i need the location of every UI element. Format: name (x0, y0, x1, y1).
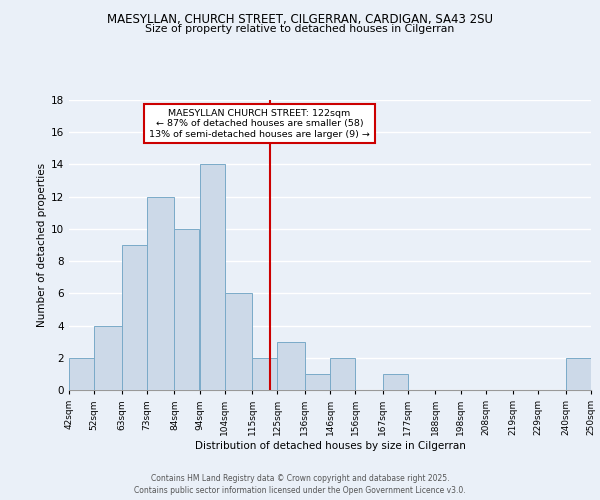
Y-axis label: Number of detached properties: Number of detached properties (37, 163, 47, 327)
Bar (147, 196, 175, 390)
Bar (94, 326, 122, 390)
Bar (69, 358, 94, 390)
Text: MAESYLLAN, CHURCH STREET, CILGERRAN, CARDIGAN, SA43 2SU: MAESYLLAN, CHURCH STREET, CILGERRAN, CAR… (107, 12, 493, 26)
Bar (175, 229, 199, 390)
Bar (277, 342, 305, 390)
Bar (224, 294, 252, 390)
Bar (305, 374, 330, 390)
Bar (383, 374, 408, 390)
X-axis label: Distribution of detached houses by size in Cilgerran: Distribution of detached houses by size … (194, 441, 466, 451)
Text: Contains HM Land Registry data © Crown copyright and database right 2025.
Contai: Contains HM Land Registry data © Crown c… (134, 474, 466, 495)
Bar (566, 358, 591, 390)
Bar (199, 164, 224, 390)
Bar (252, 358, 277, 390)
Text: Size of property relative to detached houses in Cilgerran: Size of property relative to detached ho… (145, 24, 455, 34)
Bar (122, 245, 147, 390)
Text: MAESYLLAN CHURCH STREET: 122sqm
← 87% of detached houses are smaller (58)
13% of: MAESYLLAN CHURCH STREET: 122sqm ← 87% of… (149, 108, 370, 138)
Bar (330, 358, 355, 390)
